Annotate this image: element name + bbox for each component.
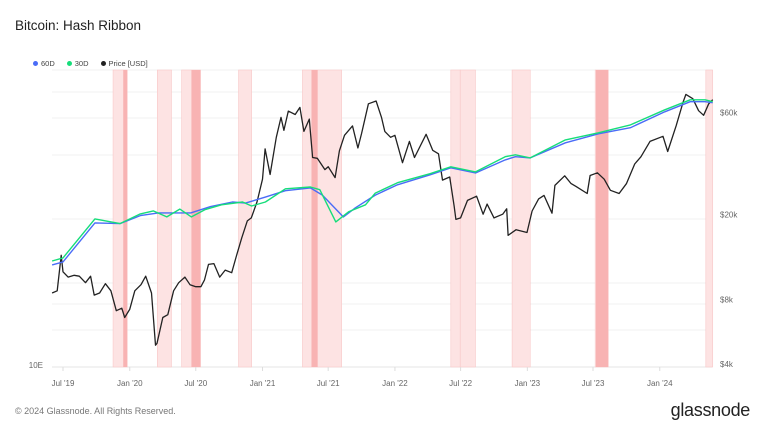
axes: Jul '19 Jan '20 Jul '20 Jan '21 Jul '21 Jan '… (29, 109, 739, 388)
copyright: © 2024 Glassnode. All Rights Reserved. (15, 406, 176, 416)
capitulation-band (705, 69, 714, 368)
legend-label-30d: 30D (74, 59, 89, 68)
series-line-60d (51, 101, 713, 266)
left-tick-label: 10E (29, 361, 43, 370)
buy-signal-band (123, 70, 128, 367)
buy-signal-band (191, 70, 201, 367)
x-tick-label: Jul '19 (52, 379, 75, 388)
right-tick-label: $20k (720, 211, 738, 220)
glassnode-logo: glassnode (670, 400, 751, 420)
series-line-price-usd- (51, 93, 714, 346)
legend-label-price: Price [USD] (108, 59, 148, 68)
x-tick-label: Jan '22 (382, 379, 408, 388)
legend-item-price[interactable]: Price [USD] (100, 59, 148, 68)
legend-dot-60d-icon (33, 61, 38, 66)
x-tick-label: Jul '22 (449, 379, 472, 388)
right-tick-label: $60k (720, 109, 738, 118)
legend-label-60d: 60D (41, 59, 55, 68)
legend-dot-30d-icon (66, 61, 72, 66)
x-tick-label: Jan '20 (117, 379, 143, 388)
capitulation-band (511, 69, 531, 368)
legend-item-60d[interactable]: 60D (33, 59, 55, 68)
x-tick-label: Jan '21 (250, 379, 276, 388)
series-line-30d (51, 99, 713, 262)
right-tick-label: $4k (720, 360, 734, 369)
legend-dot-price-icon (100, 61, 106, 66)
legend: 60D 30D Price [USD] (33, 59, 148, 68)
capitulation-band (157, 69, 172, 368)
capitulation-band (459, 69, 476, 368)
legend-item-30d[interactable]: 30D (66, 59, 89, 68)
chart-title: Bitcoin: Hash Ribbon (15, 18, 142, 33)
x-tick-label: Jul '20 (184, 379, 207, 388)
x-tick-label: Jan '24 (647, 379, 673, 388)
x-tick-label: Jul '23 (582, 379, 605, 388)
capitulation-band (238, 69, 252, 368)
grid (52, 69, 713, 368)
x-tick-label: Jan '23 (515, 379, 541, 388)
buy-signal-band (311, 70, 318, 367)
x-tick-label: Jul '21 (317, 379, 340, 388)
buy-signal-band (595, 70, 609, 367)
capitulation-band (302, 69, 342, 368)
series-lines (51, 93, 714, 346)
right-tick-label: $8k (720, 296, 734, 305)
